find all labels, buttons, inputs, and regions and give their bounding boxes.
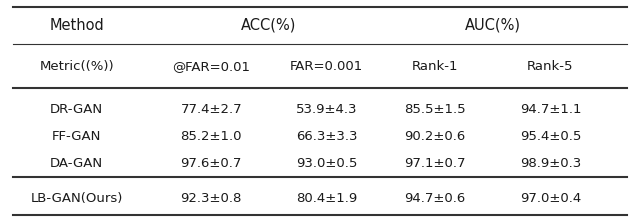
Text: FAR=0.001: FAR=0.001 [290,60,363,73]
Text: 94.7±0.6: 94.7±0.6 [404,192,466,205]
Text: 95.4±0.5: 95.4±0.5 [520,130,581,143]
Text: 97.1±0.7: 97.1±0.7 [404,157,466,170]
Text: 77.4±2.7: 77.4±2.7 [180,103,242,116]
Text: ACC(%): ACC(%) [241,18,296,33]
Text: 92.3±0.8: 92.3±0.8 [180,192,242,205]
Text: 93.0±0.5: 93.0±0.5 [296,157,357,170]
Text: AUC(%): AUC(%) [465,18,521,33]
Text: Method: Method [49,18,104,33]
Text: 66.3±3.3: 66.3±3.3 [296,130,357,143]
Text: Rank-1: Rank-1 [412,60,458,73]
Text: 98.9±0.3: 98.9±0.3 [520,157,581,170]
Text: DA-GAN: DA-GAN [50,157,104,170]
Text: 85.5±1.5: 85.5±1.5 [404,103,466,116]
Text: FF-GAN: FF-GAN [52,130,102,143]
Text: 97.0±0.4: 97.0±0.4 [520,192,581,205]
Text: Rank-5: Rank-5 [527,60,573,73]
Text: 85.2±1.0: 85.2±1.0 [180,130,242,143]
Text: 97.6±0.7: 97.6±0.7 [180,157,242,170]
Text: @FAR=0.01: @FAR=0.01 [172,60,250,73]
Text: LB-GAN(Ours): LB-GAN(Ours) [31,192,123,205]
Text: 94.7±1.1: 94.7±1.1 [520,103,581,116]
Text: 90.2±0.6: 90.2±0.6 [404,130,466,143]
Text: DR-GAN: DR-GAN [50,103,104,116]
Text: 53.9±4.3: 53.9±4.3 [296,103,357,116]
Text: Metric((%)): Metric((%)) [40,60,114,73]
Text: 80.4±1.9: 80.4±1.9 [296,192,357,205]
